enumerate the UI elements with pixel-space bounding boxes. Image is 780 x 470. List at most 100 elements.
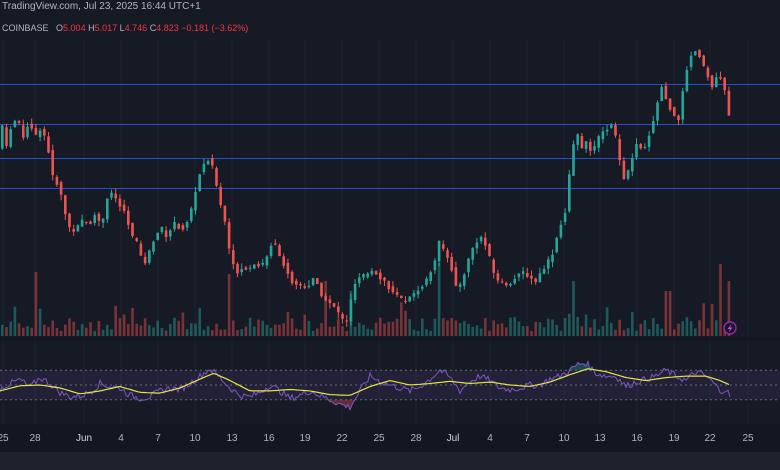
volume-bar <box>51 320 54 336</box>
volume-bar <box>198 308 201 336</box>
volume-bar <box>450 317 453 336</box>
volume-bar <box>593 319 596 336</box>
candle-body <box>471 248 474 260</box>
candle-body <box>551 254 554 262</box>
volume-bar <box>559 330 563 336</box>
candle-body <box>1 125 4 149</box>
candle-body <box>492 259 495 273</box>
candle-body <box>429 272 432 281</box>
x-tick-label: 10 <box>189 433 201 444</box>
volume-bar <box>563 317 567 336</box>
candle-body <box>362 274 365 278</box>
volume-bar <box>576 316 579 336</box>
volume-bar <box>68 318 71 336</box>
candle-body <box>236 263 239 274</box>
volume-bar <box>421 318 424 336</box>
volume-bar <box>190 323 193 336</box>
candle-body <box>22 125 25 138</box>
volume-bar <box>694 328 697 336</box>
volume-bar <box>324 281 327 336</box>
chart-header: TradingView.com, Jul 23, 2025 16:44 UTC+… <box>0 0 780 40</box>
volume-bar <box>257 319 260 336</box>
candle-body <box>727 90 731 116</box>
candle-body <box>299 283 302 286</box>
candle-body <box>694 51 697 56</box>
candle-body <box>652 121 655 133</box>
candles <box>1 49 731 327</box>
volume-bar <box>702 303 705 336</box>
candle-body <box>475 242 479 249</box>
candle-body <box>211 157 214 166</box>
candle-body <box>240 268 243 273</box>
candle-body <box>597 136 600 148</box>
volume-bar <box>622 330 626 336</box>
candle-body <box>227 222 231 249</box>
volume-bar <box>471 326 474 336</box>
volume-bar <box>1 324 4 336</box>
candle-body <box>47 136 50 153</box>
volume-bar <box>139 325 143 336</box>
volume-bar <box>72 321 75 336</box>
price-chart[interactable] <box>0 0 780 424</box>
volume-bar <box>206 326 210 336</box>
volume-bar <box>605 307 609 336</box>
candle-body <box>580 135 584 149</box>
volume-bar <box>93 330 96 336</box>
candle-body <box>601 131 605 140</box>
event-marker[interactable] <box>723 321 737 335</box>
volume-bar <box>223 329 227 336</box>
volume-bar <box>106 324 109 336</box>
candle-body <box>442 244 445 249</box>
volume-bar <box>219 329 222 336</box>
candle-body <box>345 320 348 322</box>
volume-bar <box>341 326 344 336</box>
x-tick-label: 16 <box>631 433 643 444</box>
volume-bar <box>513 317 516 336</box>
candle-body <box>446 250 449 258</box>
candle-body <box>320 282 323 297</box>
volume-bar <box>366 328 369 336</box>
candle-body <box>484 237 487 246</box>
candle-body <box>253 264 256 269</box>
volume-bar <box>496 324 500 336</box>
candle-body <box>185 222 189 228</box>
volume-bar <box>484 317 487 336</box>
candle-body <box>43 128 46 136</box>
x-tick-label: 22 <box>704 433 716 444</box>
volume-bar <box>110 329 113 336</box>
candle-body <box>177 223 180 229</box>
candle-body <box>391 286 395 293</box>
volume-bar <box>681 321 684 336</box>
x-tick-label: 28 <box>410 433 422 444</box>
candle-body <box>26 126 29 138</box>
x-tick-label: 19 <box>668 433 680 444</box>
volume-bar <box>148 325 151 336</box>
volume-bar <box>43 324 46 336</box>
candle-body <box>664 85 668 100</box>
candle-body <box>479 236 483 242</box>
candle-body <box>198 174 201 192</box>
candle-body <box>114 193 117 199</box>
volume-bar <box>492 320 495 336</box>
candle-body <box>9 129 12 147</box>
volume-bar <box>505 327 508 336</box>
volume-bar <box>542 327 546 336</box>
candle-body <box>101 218 105 223</box>
volume-bar <box>530 330 533 336</box>
candle-body <box>274 243 277 245</box>
volume-bar <box>580 326 584 336</box>
candle-body <box>265 256 269 266</box>
lightning-icon <box>727 324 733 333</box>
pane-divider[interactable] <box>0 337 780 340</box>
volume-bar <box>211 330 214 336</box>
volume-bar <box>152 327 155 336</box>
x-tick-label: 13 <box>226 433 238 444</box>
volume-bar <box>286 311 290 336</box>
volume-bar <box>689 321 693 336</box>
volume-bar <box>30 327 33 336</box>
candle-body <box>282 256 285 266</box>
candle-body <box>379 272 382 280</box>
candle-body <box>383 277 386 281</box>
x-tick-label: 7 <box>524 433 530 444</box>
volume-bar <box>706 328 710 336</box>
